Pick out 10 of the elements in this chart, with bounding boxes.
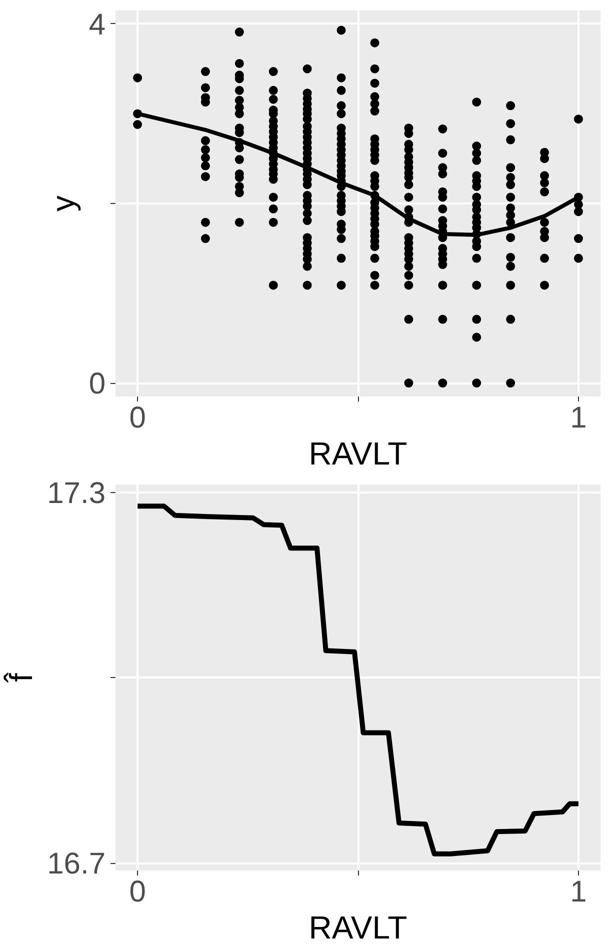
y-tick-label: 0	[88, 368, 106, 401]
y-tick-label: 17.3	[47, 477, 106, 510]
y-tick-label: 4	[88, 8, 106, 42]
y-axis-title: f̂	[2, 672, 40, 684]
x-axis-title: RAVLT	[308, 436, 408, 472]
x-tick-label: 1	[570, 876, 587, 908]
y-axis-title: y	[44, 196, 81, 212]
x-tick-label: 1	[570, 402, 587, 434]
x-axis-title: RAVLT	[308, 910, 408, 946]
y-tick-label: 16.7	[47, 848, 106, 881]
